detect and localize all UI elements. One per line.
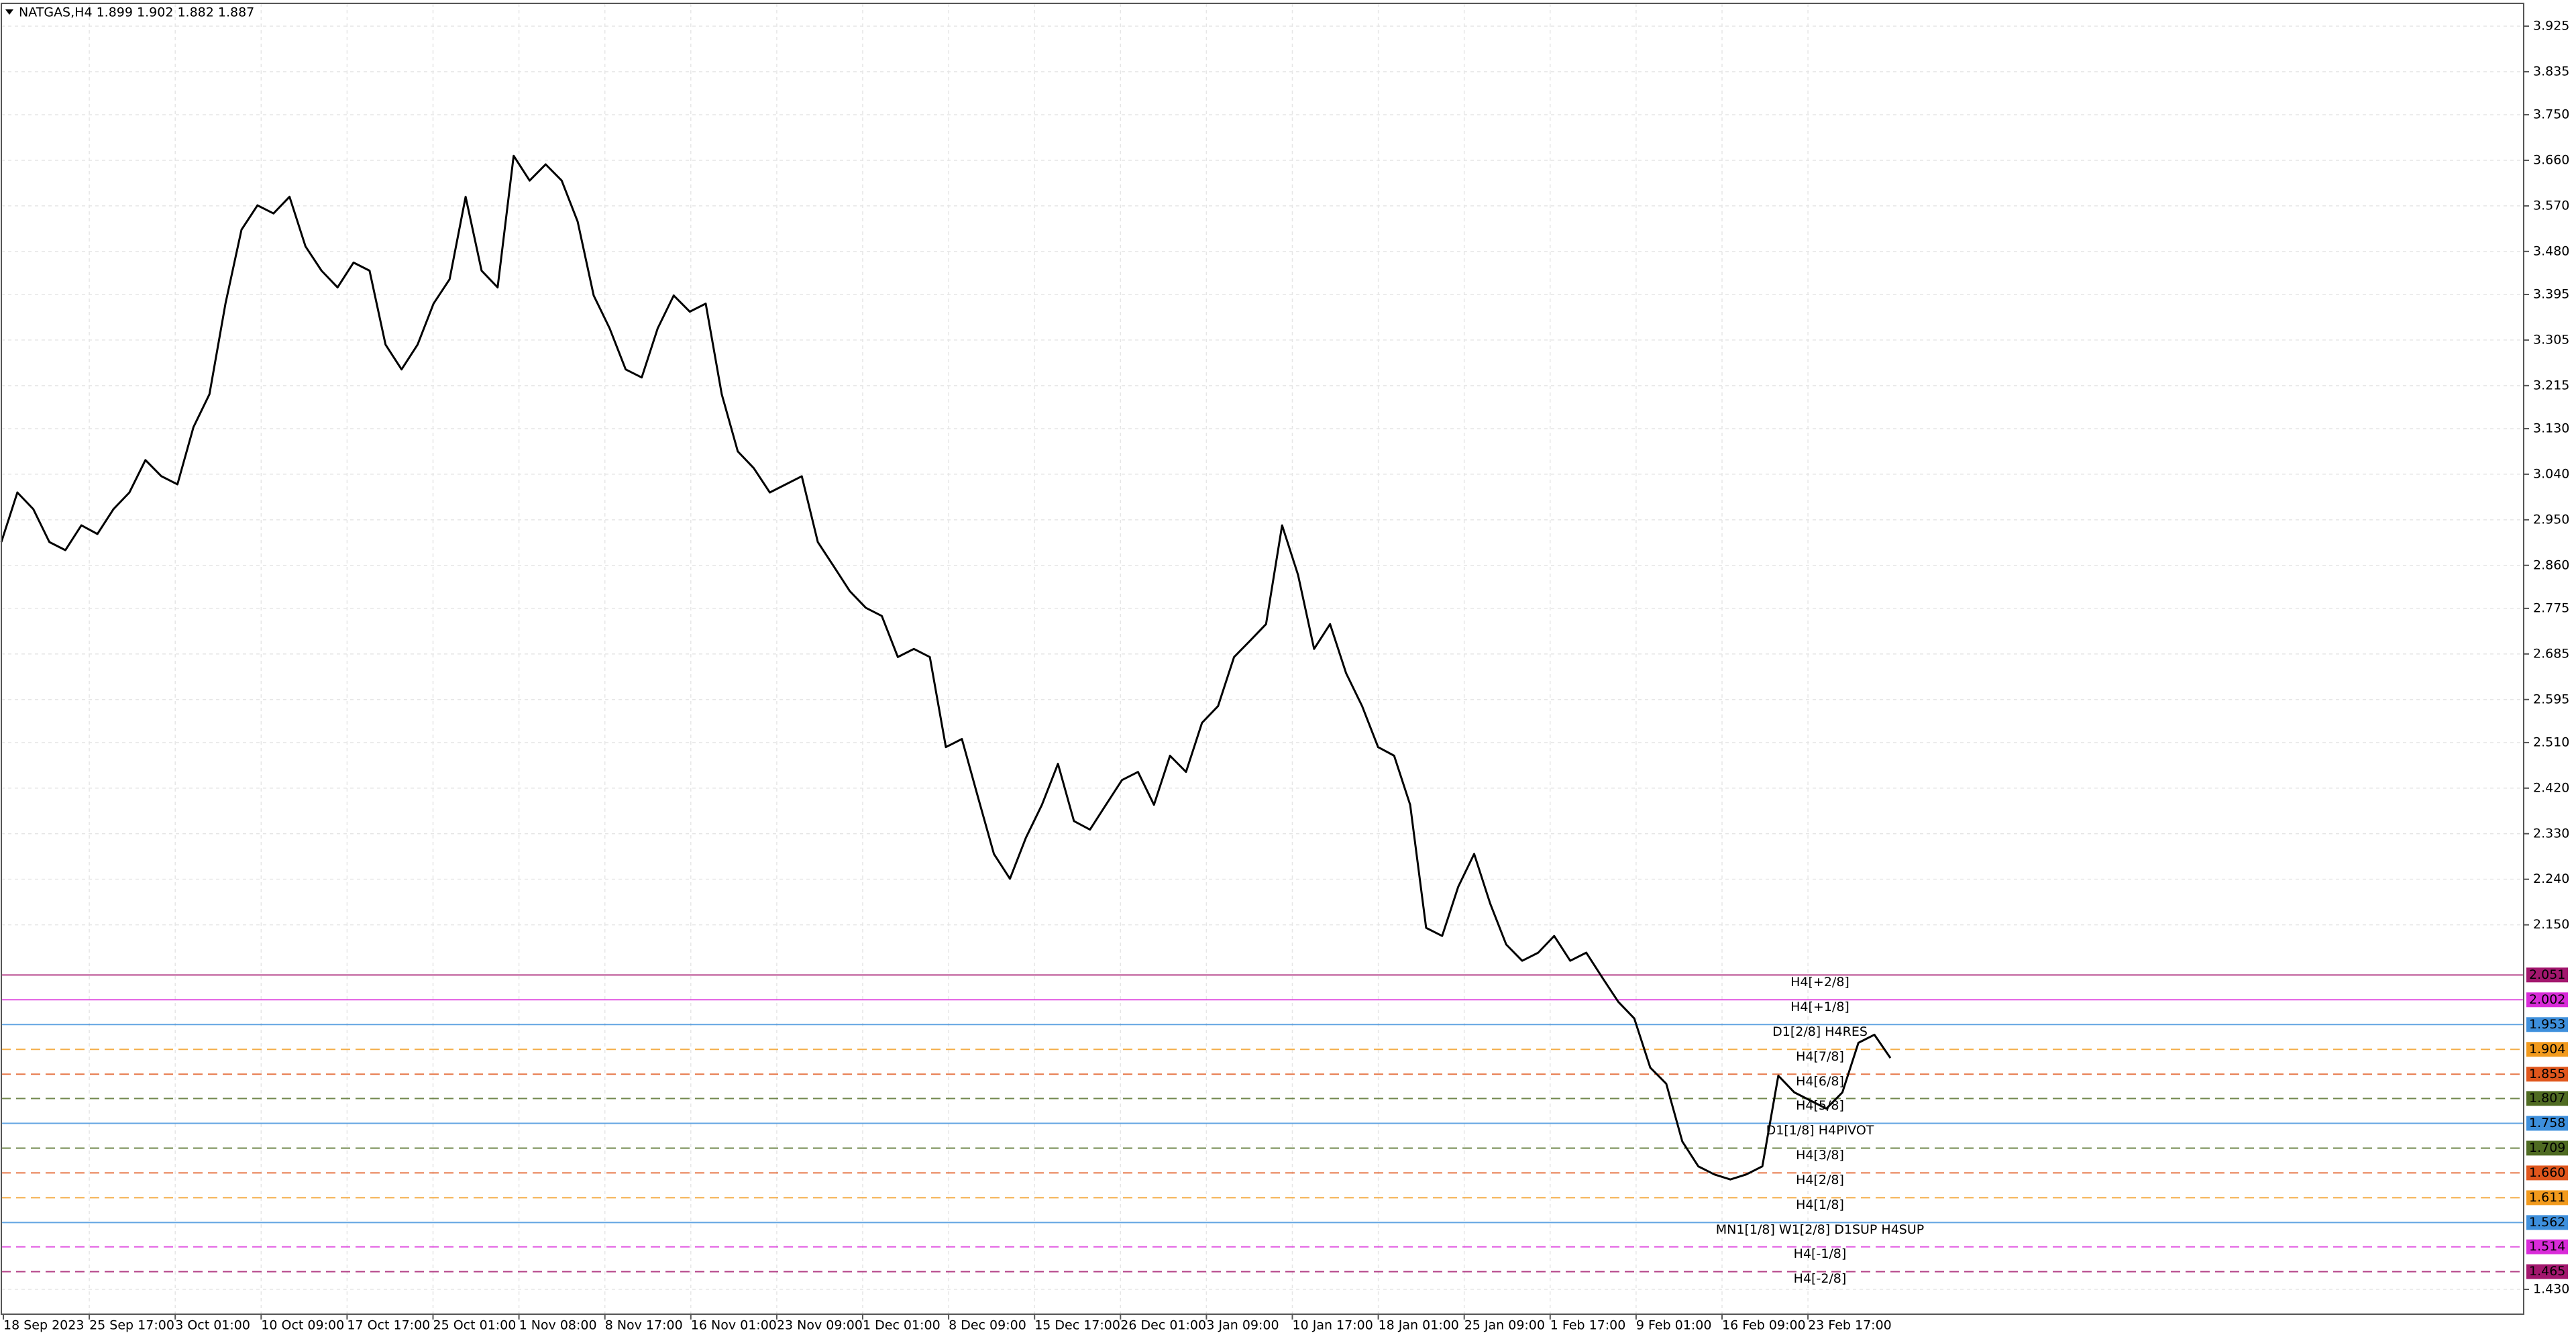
x-tick-label: 10 Jan 17:00: [1293, 1318, 1373, 1333]
level-box: [2526, 1140, 2568, 1156]
level-box: [2526, 1239, 2568, 1254]
level-name: H4[-2/8]: [1794, 1271, 1847, 1286]
level-name: H4[-1/8]: [1794, 1246, 1847, 1261]
level-value: 1.660: [2529, 1165, 2565, 1180]
x-tick-label: 1 Feb 17:00: [1550, 1318, 1626, 1333]
y-tick-label: 2.685: [2533, 646, 2569, 661]
price-line: [0, 154, 1892, 1181]
level-value: 1.611: [2529, 1190, 2565, 1205]
level-value: 1.709: [2529, 1140, 2565, 1155]
x-tick-label: 25 Sep 17:00: [89, 1318, 174, 1333]
x-tick-label: 18 Jan 01:00: [1379, 1318, 1459, 1333]
y-tick-label: 3.395: [2533, 286, 2569, 301]
level-value: 2.002: [2529, 992, 2565, 1007]
y-tick-label: 2.240: [2533, 871, 2569, 886]
y-tick-label: 2.420: [2533, 780, 2569, 795]
level-value: 1.465: [2529, 1264, 2565, 1279]
x-tick-label: 1 Dec 01:00: [863, 1318, 941, 1333]
x-tick-label: 1 Nov 08:00: [519, 1318, 597, 1333]
level-name: D1[2/8] H4RES: [1772, 1024, 1868, 1039]
y-tick-label: 2.150: [2533, 917, 2569, 932]
level-name: MN1[1/8] W1[2/8] D1SUP H4SUP: [1716, 1222, 1924, 1237]
y-tick-label: 2.510: [2533, 735, 2569, 749]
level-name: H4[+2/8]: [1790, 975, 1849, 989]
x-tick-label: 9 Feb 01:00: [1636, 1318, 1712, 1333]
x-tick-label: 23 Feb 17:00: [1808, 1318, 1892, 1333]
level-box: [2526, 1215, 2568, 1230]
chart-title: NATGAS,H4 1.899 1.902 1.882 1.887: [19, 5, 254, 20]
y-tick-label: 3.305: [2533, 332, 2569, 347]
level-box: [2526, 1067, 2568, 1082]
x-tick-label: 16 Nov 01:00: [691, 1318, 777, 1333]
title-arrow: [5, 9, 13, 15]
y-tick-label: 3.130: [2533, 421, 2569, 435]
y-tick-label: 3.570: [2533, 198, 2569, 213]
levels: H4[+2/8] 2.051 H4[+1/8] 2.002 D1[2/8] H4RES 1…: [1, 967, 2568, 1286]
level-value: 1.562: [2529, 1215, 2565, 1230]
level-box: [2526, 967, 2568, 983]
level-box: [2526, 1165, 2568, 1181]
x-tick-label: 23 Nov 09:00: [777, 1318, 863, 1333]
x-tick-label: 18 Sep 2023: [3, 1318, 84, 1333]
level-value: 1.855: [2529, 1067, 2565, 1081]
x-tick-label: 26 Dec 01:00: [1120, 1318, 1206, 1333]
y-tick-label: 3.215: [2533, 378, 2569, 392]
level-box: [2526, 1042, 2568, 1057]
y-tick-label: 2.860: [2533, 557, 2569, 572]
x-tick-label: 3 Oct 01:00: [175, 1318, 250, 1333]
grid: 3.925 3.835 3.750 3.660 3.570 3.480 3.395 3.305…: [1, 3, 2569, 1333]
level-value: 1.807: [2529, 1091, 2565, 1106]
y-tick-label: 2.950: [2533, 512, 2569, 527]
x-tick-label: 17 Oct 17:00: [347, 1318, 430, 1333]
x-tick-label: 25 Jan 09:00: [1464, 1318, 1545, 1333]
level-box: [2526, 1190, 2568, 1206]
plot: [0, 154, 1892, 1181]
level-box: [2526, 1264, 2568, 1279]
x-tick-label: 15 Dec 17:00: [1034, 1318, 1120, 1333]
level-name: H4[6/8]: [1796, 1074, 1844, 1089]
x-tick-label: 8 Dec 09:00: [949, 1318, 1026, 1333]
y-tick-label: 3.040: [2533, 466, 2569, 481]
y-tick-label: 3.925: [2533, 18, 2569, 33]
level-box: [2526, 1116, 2568, 1131]
level-name: H4[+1/8]: [1790, 1000, 1849, 1014]
y-tick-label: 1.430: [2533, 1282, 2569, 1297]
x-tick-label: 16 Feb 09:00: [1722, 1318, 1806, 1333]
y-tick-label: 2.330: [2533, 826, 2569, 841]
level-box: [2526, 1091, 2568, 1106]
level-value: 1.953: [2529, 1017, 2565, 1032]
level-name: H4[3/8]: [1796, 1148, 1844, 1163]
level-name: H4[2/8]: [1796, 1173, 1844, 1187]
x-tick-label: 25 Oct 01:00: [433, 1318, 517, 1333]
level-value: 1.514: [2529, 1239, 2565, 1254]
level-name: H4[1/8]: [1796, 1197, 1844, 1212]
x-tick-label: 3 Jan 09:00: [1206, 1318, 1279, 1333]
level-name: D1[1/8] H4PIVOT: [1766, 1123, 1874, 1138]
y-tick-label: 2.775: [2533, 600, 2569, 615]
y-tick-label: 3.750: [2533, 107, 2569, 122]
plot-border: [1, 3, 2524, 1315]
y-tick-label: 3.660: [2533, 152, 2569, 167]
y-tick-label: 3.835: [2533, 64, 2569, 78]
level-value: 1.758: [2529, 1116, 2565, 1130]
level-box: [2526, 1017, 2568, 1032]
x-tick-label: 10 Oct 09:00: [261, 1318, 344, 1333]
level-value: 2.051: [2529, 967, 2565, 982]
y-tick-label: 2.595: [2533, 692, 2569, 706]
y-tick-label: 3.480: [2533, 244, 2569, 258]
x-tick-label: 8 Nov 17:00: [605, 1318, 683, 1333]
level-box: [2526, 992, 2568, 1008]
level-value: 1.904: [2529, 1042, 2565, 1057]
level-name: H4[7/8]: [1796, 1049, 1844, 1064]
